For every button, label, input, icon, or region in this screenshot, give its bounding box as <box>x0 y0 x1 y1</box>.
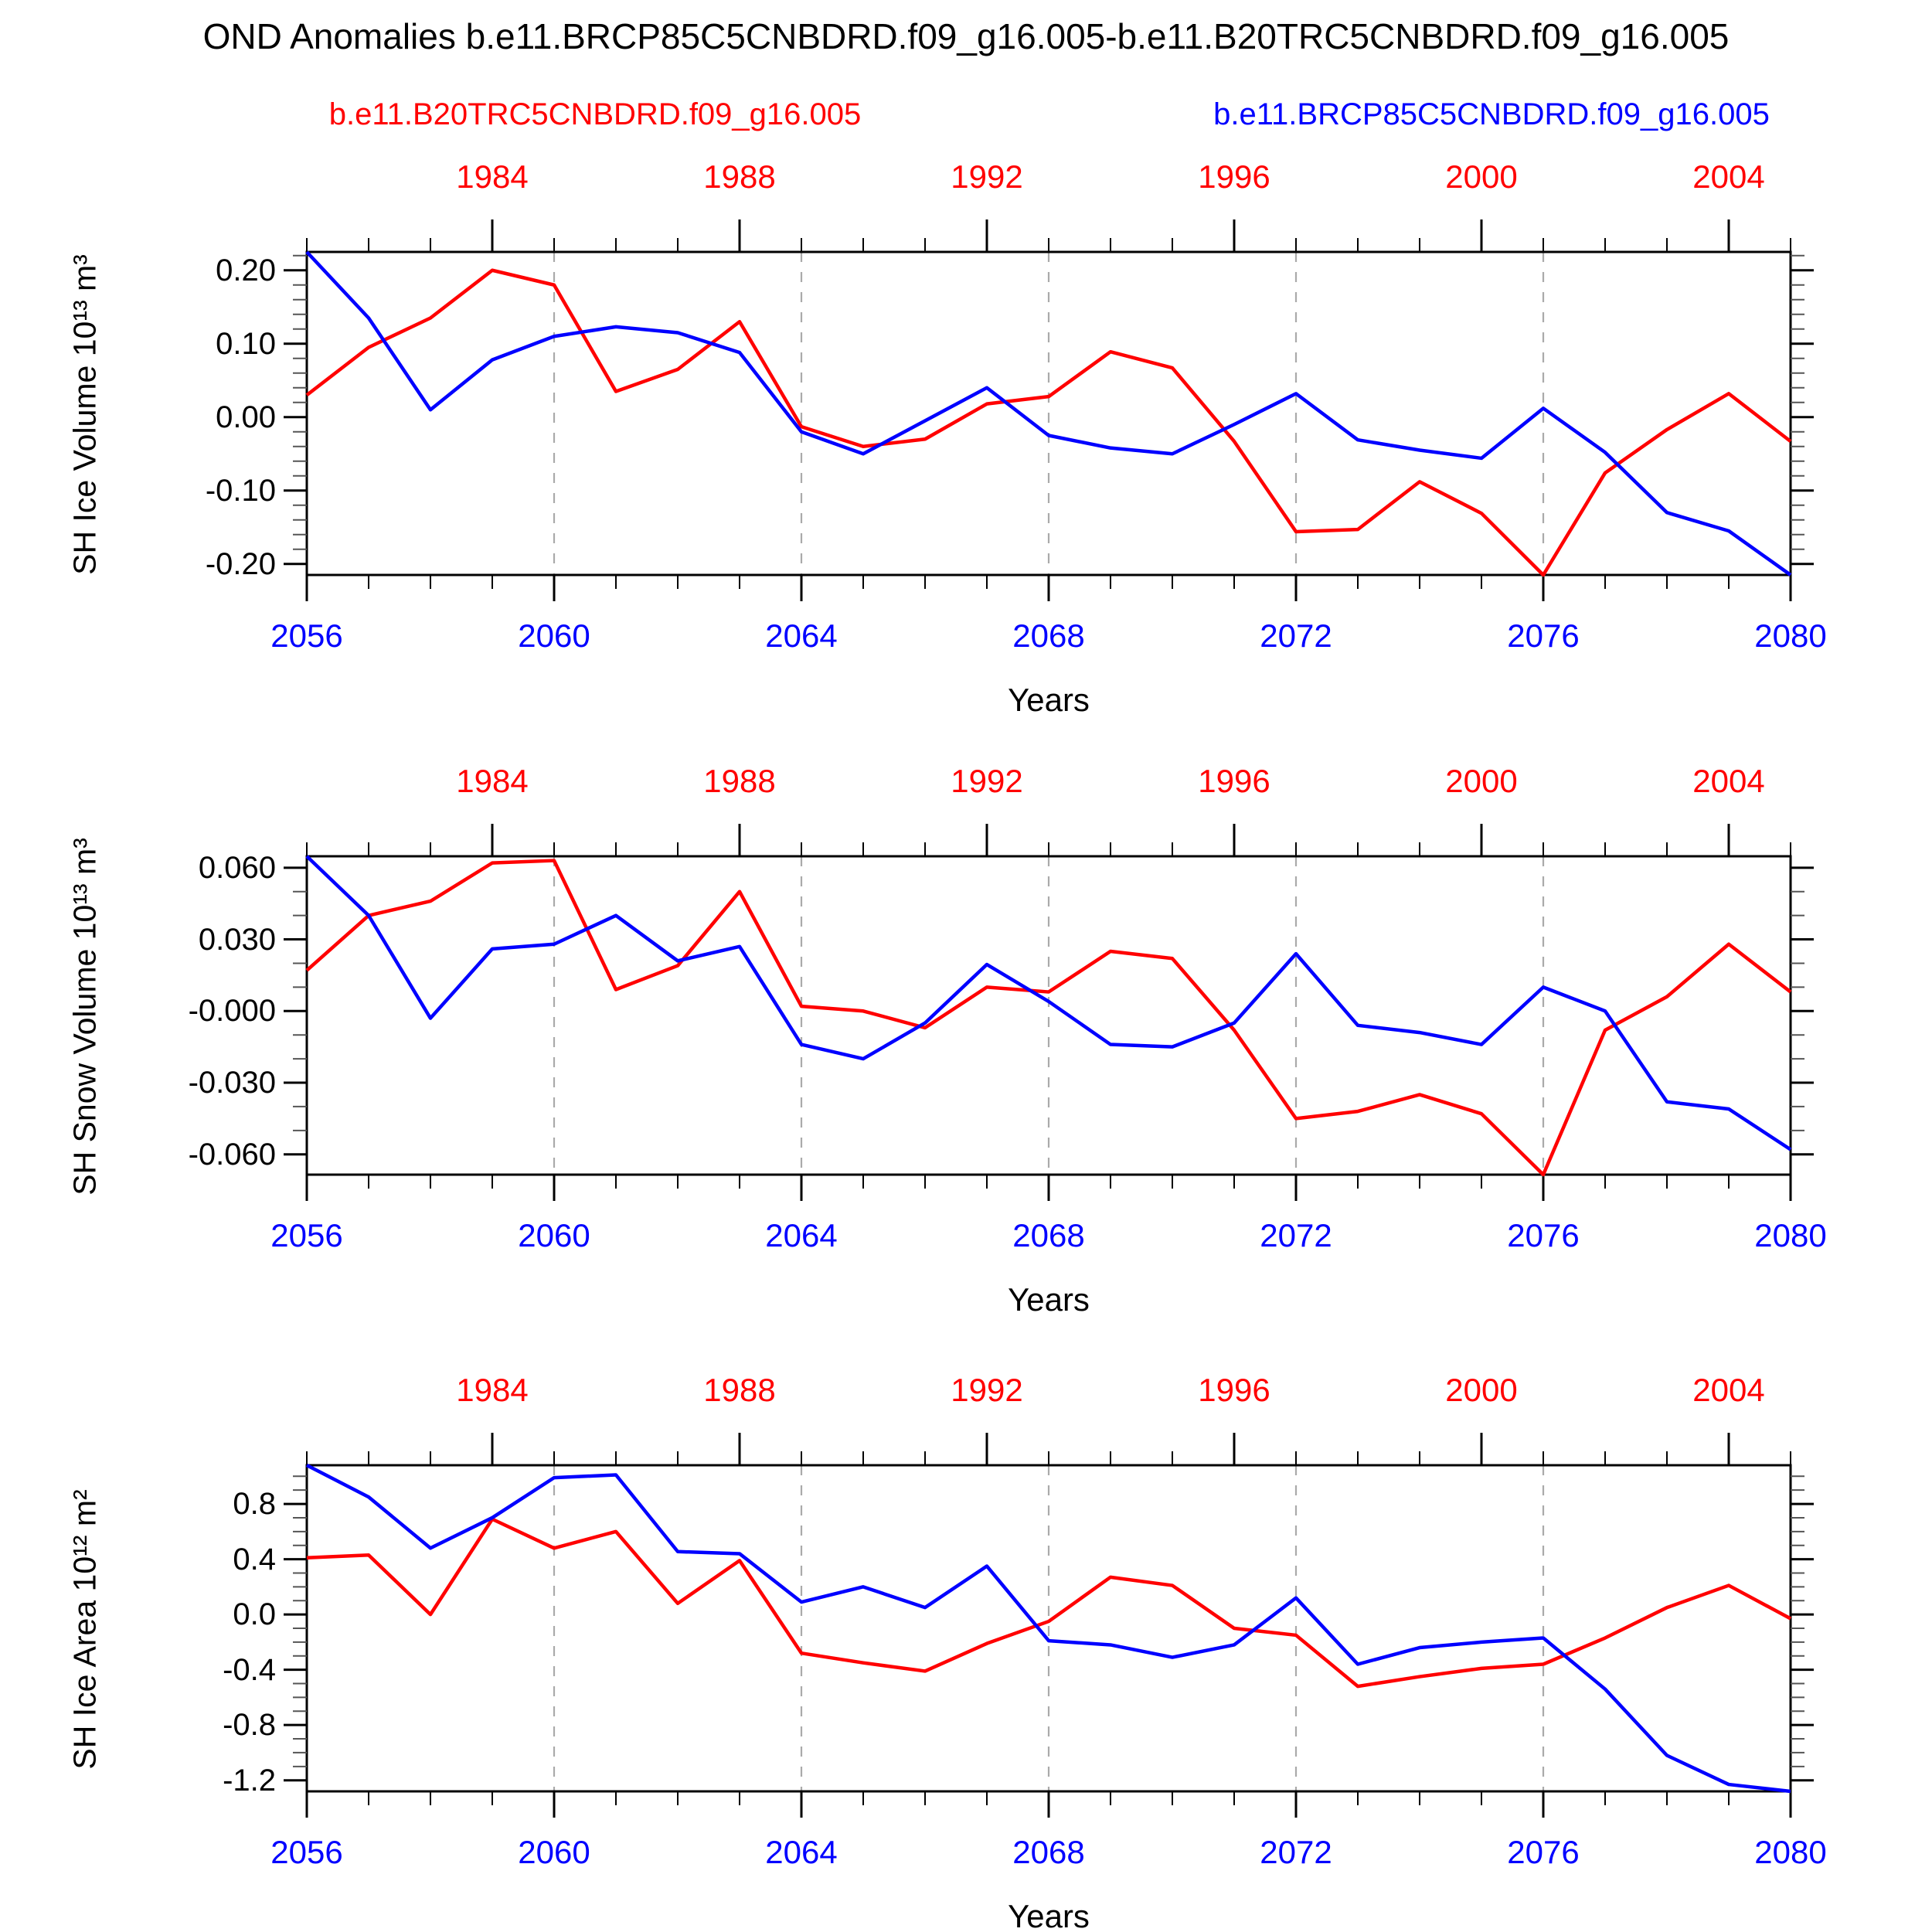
x-tick-label-top: 1996 <box>1198 1372 1270 1408</box>
x-tick-label-top: 1988 <box>703 763 776 799</box>
x-tick-label-bottom: 2064 <box>765 617 838 654</box>
y-tick-label: -0.4 <box>223 1652 276 1687</box>
x-tick-label-bottom: 2068 <box>1012 1834 1085 1870</box>
x-tick-label-top: 2000 <box>1445 1372 1518 1408</box>
x-tick-label-bottom: 2064 <box>765 1217 838 1253</box>
legend-red-run: b.e11.B20TRC5CNBDRD.f09_g16.005 <box>328 97 862 131</box>
series-line-blue <box>305 250 1792 577</box>
x-tick-label-bottom: 2080 <box>1754 617 1827 654</box>
x-tick-label-bottom: 2080 <box>1754 1217 1827 1253</box>
y-tick-label: 0.10 <box>216 326 276 361</box>
x-tick-label-bottom: 2076 <box>1507 1217 1580 1253</box>
y-tick-label: -0.20 <box>205 546 276 581</box>
x-tick-label-bottom: 2060 <box>518 1217 590 1253</box>
y-tick-label: 0.030 <box>198 922 276 957</box>
x-tick-label-top: 1992 <box>951 158 1023 195</box>
y-tick-label: -0.030 <box>188 1066 276 1100</box>
x-tick-label-bottom: 2060 <box>518 617 590 654</box>
y-tick-label: -0.8 <box>223 1708 276 1743</box>
x-tick-label-top: 1984 <box>456 158 529 195</box>
x-tick-label-top: 2000 <box>1445 158 1518 195</box>
x-tick-label-top: 1992 <box>951 763 1023 799</box>
x-tick-label-bottom: 2076 <box>1507 1834 1580 1870</box>
y-tick-label: -1.2 <box>223 1763 276 1798</box>
x-tick-label-top: 1984 <box>456 763 529 799</box>
x-tick-label-top: 2004 <box>1692 158 1765 195</box>
y-tick-label: 0.4 <box>233 1542 276 1577</box>
x-tick-label-top: 2004 <box>1692 1372 1765 1408</box>
x-tick-label-bottom: 2072 <box>1260 1834 1332 1870</box>
x-tick-label-bottom: 2076 <box>1507 617 1580 654</box>
x-tick-label-top: 1988 <box>703 1372 776 1408</box>
x-tick-label-top: 1988 <box>703 158 776 195</box>
x-tick-label-top: 2004 <box>1692 763 1765 799</box>
x-tick-label-bottom: 2080 <box>1754 1834 1827 1870</box>
y-tick-label: -0.060 <box>188 1137 276 1172</box>
series-line-blue <box>305 855 1792 1151</box>
x-axis-title: Years <box>1008 1898 1090 1932</box>
x-tick-label-top: 1992 <box>951 1372 1023 1408</box>
x-tick-label-bottom: 2056 <box>270 617 343 654</box>
y-tick-label: -0.10 <box>205 473 276 508</box>
x-tick-label-bottom: 2064 <box>765 1834 838 1870</box>
y-tick-label: 0.0 <box>233 1597 276 1632</box>
series-line-blue <box>305 1463 1791 1794</box>
y-axis-title: SH Ice Area 10¹² m² <box>66 1489 103 1770</box>
y-tick-label: 0.20 <box>216 253 276 287</box>
x-tick-label-top: 1996 <box>1198 763 1270 799</box>
x-axis-title: Years <box>1008 682 1090 718</box>
x-tick-label-bottom: 2056 <box>270 1217 343 1253</box>
x-tick-label-bottom: 2072 <box>1260 617 1332 654</box>
x-tick-label-bottom: 2056 <box>270 1834 343 1870</box>
y-tick-label: 0.00 <box>216 400 276 434</box>
x-axis-title: Years <box>1008 1281 1090 1318</box>
series-line-red <box>306 1517 1792 1689</box>
x-tick-label-bottom: 2060 <box>518 1834 590 1870</box>
legend-blue-run: b.e11.BRCP85C5CNBDRD.f09_g16.005 <box>1213 97 1770 131</box>
series-line-red <box>305 268 1792 577</box>
y-tick-label: 0.060 <box>198 850 276 885</box>
series-line-red <box>305 859 1792 1177</box>
x-tick-label-bottom: 2068 <box>1012 617 1085 654</box>
x-tick-label-top: 2000 <box>1445 763 1518 799</box>
x-tick-label-top: 1984 <box>456 1372 529 1408</box>
figure-title: OND Anomalies b.e11.BRCP85C5CNBDRD.f09_g… <box>202 16 1730 56</box>
x-tick-label-top: 1996 <box>1198 158 1270 195</box>
x-tick-label-bottom: 2072 <box>1260 1217 1332 1253</box>
x-tick-label-bottom: 2068 <box>1012 1217 1085 1253</box>
y-tick-label: -0.000 <box>188 994 276 1029</box>
y-tick-label: 0.8 <box>233 1487 276 1522</box>
